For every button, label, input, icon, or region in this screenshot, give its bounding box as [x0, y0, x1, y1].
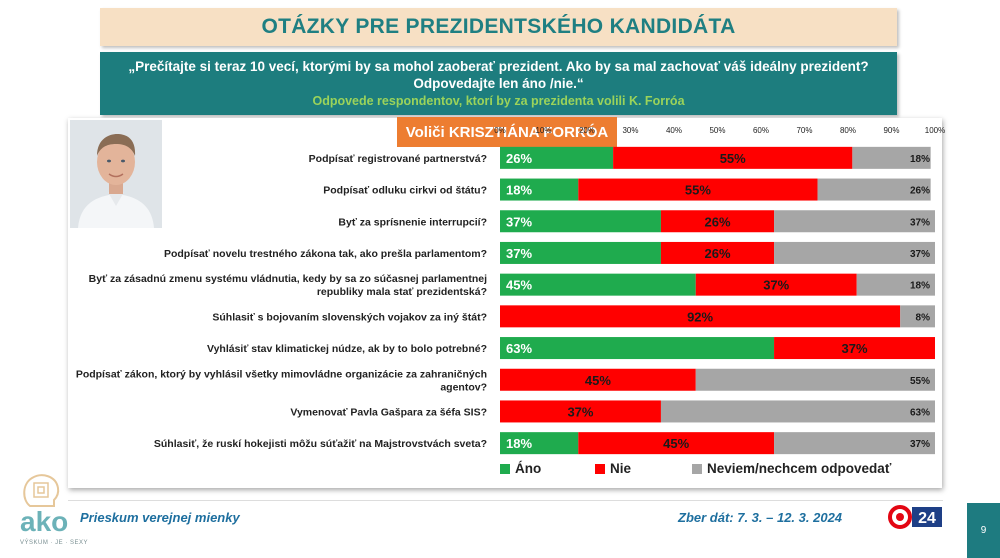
candidate-portrait-icon: [70, 120, 162, 228]
legend-label: Áno: [515, 461, 541, 476]
x-tick-label: 70%: [796, 126, 812, 135]
data-collection-dates: Zber dát: 7. 3. – 12. 3. 2024: [678, 510, 843, 525]
data-label: 37%: [763, 278, 789, 293]
page-number: 9: [967, 503, 1000, 558]
data-label: 26%: [704, 214, 730, 229]
data-label: 63%: [506, 341, 532, 356]
tv24-label: 24: [918, 510, 936, 527]
bar-segment: [695, 368, 935, 391]
bar-segment: [500, 432, 579, 455]
ako-tagline: VÝSKUM · JE · SEXY: [20, 540, 89, 546]
data-label: 18%: [910, 154, 930, 165]
survey-label: Prieskum verejnej mienky: [80, 510, 240, 525]
bar-segment: [817, 178, 931, 201]
bar-segment: [774, 337, 935, 360]
footer-divider: [68, 500, 943, 501]
data-label: 45%: [663, 436, 689, 451]
category-label: Byť za sprísnenie interrupcií?: [338, 216, 487, 228]
bar-segment: [500, 241, 661, 264]
category-label: Vymenovať Pavla Gašpara za šéfa SIS?: [290, 406, 487, 418]
x-tick-label: 100%: [925, 126, 945, 135]
bar-segment: [500, 337, 775, 360]
category-label: Podpísať novelu trestného zákona tak, ak…: [164, 248, 487, 260]
category-label: Súhlasiť, že ruskí hokejisti môžu súťaži…: [154, 438, 487, 450]
voter-group-badge: Voliči KRISZTIÁNA FORRÓA: [397, 117, 617, 147]
bar-segment: [613, 146, 853, 169]
data-label: 55%: [685, 183, 711, 198]
bar-segment: [500, 400, 661, 423]
bar-segment: [500, 210, 661, 233]
bar-segment: [578, 432, 775, 455]
data-label: 55%: [720, 151, 746, 166]
ako-head-icon: [23, 474, 60, 507]
question-box: „Prečítajte si teraz 10 vecí, ktorými by…: [100, 52, 897, 115]
question-text: „Prečítajte si teraz 10 vecí, ktorými by…: [128, 59, 869, 91]
bar-segment: [660, 400, 935, 423]
tv24-logo-icon: 24: [888, 505, 942, 529]
data-label: 26%: [704, 246, 730, 261]
data-label: 37%: [910, 217, 930, 228]
bar-segment: [774, 432, 935, 455]
data-label: 63%: [910, 407, 930, 418]
data-label: 18%: [506, 183, 532, 198]
data-label: 37%: [506, 246, 532, 261]
bar-segment: [852, 146, 931, 169]
candidate-photo: [70, 120, 162, 228]
category-label: Podpísať registrované partnerstvá?: [309, 153, 487, 165]
data-label: 37%: [910, 439, 930, 450]
category-label: Byť za zásadnú zmenu systému vládnutia, …: [89, 273, 487, 298]
bar-segment: [500, 178, 579, 201]
badge-label: Voliči KRISZTIÁNA FORRÓA: [405, 123, 609, 141]
bar-segment: [500, 368, 696, 391]
x-tick-label: 30%: [622, 126, 638, 135]
data-label: 18%: [506, 436, 532, 451]
legend-label: Nie: [610, 461, 632, 476]
bar-segment: [660, 241, 775, 264]
bar-segment: [500, 305, 901, 328]
x-tick-label: 40%: [666, 126, 682, 135]
legend-swatch: [500, 464, 510, 474]
ako-wordmark: ako: [20, 506, 69, 537]
title-banner: OTÁZKY PRE PREZIDENTSKÉHO KANDIDÁTA: [100, 8, 897, 46]
category-label: Podpísať zákon, ktorý by vyhlásil všetky…: [76, 368, 487, 393]
legend-label: Neviem/nechcem odpovedať: [707, 461, 892, 476]
data-label: 37%: [567, 404, 593, 419]
page-title: OTÁZKY PRE PREZIDENTSKÉHO KANDIDÁTA: [261, 15, 736, 38]
bar-segment: [500, 146, 614, 169]
data-label: 45%: [585, 373, 611, 388]
legend-swatch: [692, 464, 702, 474]
x-tick-label: 60%: [753, 126, 769, 135]
data-label: 92%: [687, 309, 713, 324]
data-label: 26%: [506, 151, 532, 166]
data-label: 37%: [910, 249, 930, 260]
data-label: 55%: [910, 376, 930, 387]
legend-swatch: [595, 464, 605, 474]
bar-segment: [774, 210, 935, 233]
x-tick-label: 50%: [709, 126, 725, 135]
bar-segment: [500, 273, 696, 296]
x-tick-label: 10%: [535, 126, 551, 135]
ako-logo: [12, 470, 72, 550]
x-tick-label: 80%: [840, 126, 856, 135]
bar-segment: [774, 241, 935, 264]
category-label: Podpísať odluku cirkvi od štátu?: [323, 185, 487, 197]
bar-segment: [660, 210, 775, 233]
data-label: 37%: [506, 214, 532, 229]
data-label: 45%: [506, 278, 532, 293]
data-label: 8%: [916, 312, 931, 323]
bar-segment: [695, 273, 857, 296]
data-label: 26%: [910, 186, 930, 197]
x-tick-label: 20%: [579, 126, 595, 135]
data-label: 37%: [842, 341, 868, 356]
x-tick-label: 90%: [883, 126, 899, 135]
question-subtitle: Odpovede respondentov, ktorí by za prezi…: [312, 94, 685, 108]
bar-segment: [856, 273, 935, 296]
x-tick-label: 0%: [494, 126, 506, 135]
category-label: Vyhlásiť stav klimatickej núdze, ak by t…: [207, 343, 487, 355]
bar-segment: [578, 178, 818, 201]
category-label: Súhlasiť s bojovaním slovenských vojakov…: [212, 311, 487, 323]
bar-segment: [900, 305, 935, 328]
data-label: 18%: [910, 281, 930, 292]
